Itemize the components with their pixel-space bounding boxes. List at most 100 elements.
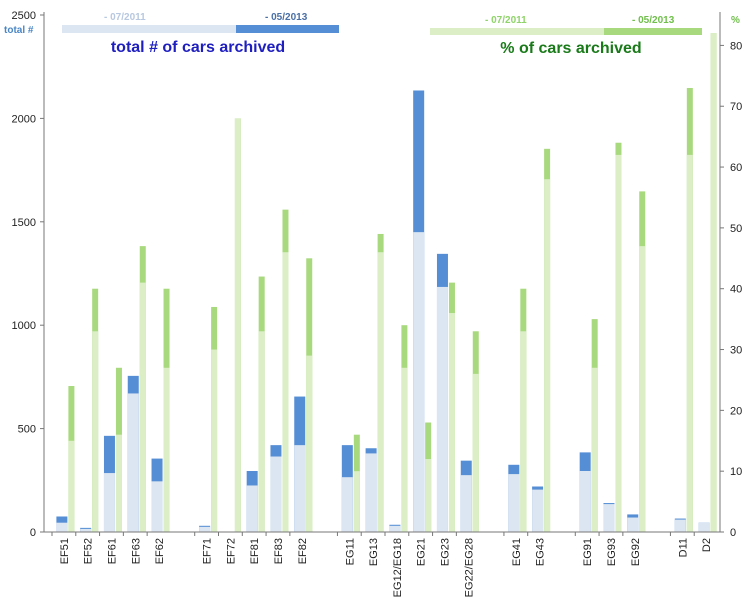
bar-total-2011-ef83 bbox=[270, 456, 282, 532]
category-label: EG23 bbox=[439, 538, 451, 566]
bar-total-2011-d2 bbox=[698, 522, 710, 532]
bar-pct-2011-ef71 bbox=[211, 349, 218, 532]
bars-layer bbox=[56, 33, 717, 533]
left-axis-unit: total # bbox=[4, 25, 34, 36]
bar-pct-2011-ef82 bbox=[306, 355, 313, 532]
category-label: EG41 bbox=[511, 538, 523, 566]
legend-right: - 07/2011 - 05/2013 % of cars archived bbox=[430, 15, 702, 57]
right-tick-label: 60 bbox=[730, 162, 742, 174]
right-axis-unit: % bbox=[731, 15, 740, 26]
left-tick-label: 2000 bbox=[12, 113, 36, 125]
bar-total-2011-eg92 bbox=[627, 517, 639, 532]
bar-total-2011-ef63 bbox=[127, 393, 139, 532]
bar-pct-2011-ef51 bbox=[68, 440, 75, 532]
bar-pct-2011-ef62 bbox=[163, 367, 170, 532]
bar-total-2011-eg23 bbox=[436, 286, 448, 532]
bar-total-2011-eg41 bbox=[508, 474, 520, 532]
bar-pct-2011-eg21 bbox=[425, 459, 432, 532]
bar-total-2011-eg13 bbox=[365, 453, 377, 532]
category-label: EG43 bbox=[535, 538, 547, 566]
bar-total-2011-eg43 bbox=[532, 489, 544, 532]
bar-total-2011-eg11 bbox=[341, 477, 353, 532]
bar-total-2011-ef62 bbox=[151, 481, 163, 532]
right-tick-label: 0 bbox=[730, 527, 736, 539]
category-label: EF81 bbox=[249, 538, 261, 564]
category-label: EG93 bbox=[606, 538, 618, 566]
right-tick-label: 20 bbox=[730, 405, 742, 417]
title-left: total # of cars archived bbox=[111, 39, 285, 56]
left-tick-label: 2500 bbox=[12, 10, 36, 22]
right-tick-label: 80 bbox=[730, 40, 742, 52]
category-labels: EF51 EF52 EF61 EF63 EF62 EF71 EF72 EF81 EF83 EF82… bbox=[51, 532, 713, 597]
category-label: EF52 bbox=[83, 538, 95, 564]
legend-swatch-pct-2011 bbox=[430, 28, 604, 35]
bar-total-2011-ef52 bbox=[80, 528, 92, 532]
bar-pct-2011-eg23 bbox=[448, 313, 455, 532]
bar-pct-2011-eg41 bbox=[520, 331, 527, 532]
bar-pct-2011-eg11 bbox=[353, 471, 360, 532]
bar-pct-2011-d11 bbox=[686, 154, 693, 533]
bar-pct-2011-ef81 bbox=[258, 331, 265, 532]
bar-pct-2011-eg22-eg28 bbox=[472, 373, 479, 532]
bar-pct-2011-ef52 bbox=[92, 331, 99, 532]
left-tick-label: 0 bbox=[30, 527, 36, 539]
legend-swatch-total-2011 bbox=[62, 25, 236, 33]
legend-label-total-2013: - 05/2013 bbox=[265, 12, 308, 23]
title-right: % of cars archived bbox=[500, 40, 641, 57]
bar-pct-2011-ef63 bbox=[139, 282, 146, 532]
bar-total-2011-eg12-eg18 bbox=[389, 525, 401, 532]
bar-total-2011-eg21 bbox=[413, 232, 425, 532]
bar-total-2011-ef51 bbox=[56, 522, 68, 532]
ticks-layer: 0 500 1000 1500 2000 2500 0 10 20 30 40 50 60 70 80 bbox=[12, 10, 743, 539]
left-tick-label: 1500 bbox=[12, 217, 36, 229]
category-label: EF63 bbox=[130, 538, 142, 564]
bar-total-2011-ef61 bbox=[103, 473, 115, 532]
legend-left: - 07/2011 - 05/2013 total # of cars arch… bbox=[62, 12, 339, 56]
category-label: EG21 bbox=[416, 538, 428, 566]
bar-pct-2011-eg92 bbox=[639, 246, 646, 533]
bar-total-2011-ef81 bbox=[246, 485, 258, 532]
bar-total-2011-eg22-eg28 bbox=[460, 475, 472, 532]
bar-total-2011-eg93 bbox=[603, 504, 615, 532]
legend-swatch-total-2013 bbox=[236, 25, 339, 33]
right-tick-label: 50 bbox=[730, 223, 742, 235]
bar-pct-2011-ef61 bbox=[115, 434, 122, 532]
bar-total-2011-eg91 bbox=[579, 470, 591, 532]
bar-pct-2011-ef72 bbox=[234, 118, 241, 533]
axes-layer bbox=[43, 12, 721, 533]
category-label: EG12/EG18 bbox=[392, 538, 404, 597]
right-tick-label: 10 bbox=[730, 466, 742, 478]
bar-total-2011-ef71 bbox=[199, 526, 211, 532]
bar-pct-2011-eg12-eg18 bbox=[401, 367, 408, 532]
category-label: EF71 bbox=[202, 538, 214, 564]
right-tick-label: 40 bbox=[730, 284, 742, 296]
left-tick-label: 500 bbox=[18, 424, 36, 436]
legend-label-pct-2011: - 07/2011 bbox=[485, 15, 527, 26]
category-label: EG91 bbox=[582, 538, 594, 566]
legend-label-total-2011: - 07/2011 bbox=[104, 12, 146, 23]
right-tick-label: 70 bbox=[730, 101, 742, 113]
category-label: EF72 bbox=[225, 538, 237, 564]
category-label: EG22/EG28 bbox=[463, 538, 475, 597]
category-label: D2 bbox=[701, 538, 713, 552]
bar-pct-2011-ef83 bbox=[282, 252, 289, 532]
bar-total-2011-ef82 bbox=[294, 445, 306, 532]
legend-label-pct-2013: - 05/2013 bbox=[632, 15, 675, 26]
category-label: EF62 bbox=[154, 538, 166, 564]
category-label: EF83 bbox=[273, 538, 285, 564]
bar-total-2011-d11 bbox=[674, 519, 686, 532]
category-label: EF82 bbox=[297, 538, 309, 564]
bar-pct-2011-eg13 bbox=[377, 252, 384, 532]
category-label: EF61 bbox=[106, 538, 118, 564]
right-tick-label: 30 bbox=[730, 345, 742, 357]
left-tick-label: 1000 bbox=[12, 320, 36, 332]
legend-swatch-pct-2013 bbox=[604, 28, 702, 35]
category-label: EF51 bbox=[59, 538, 71, 564]
bar-pct-2011-eg43 bbox=[544, 179, 551, 533]
category-label: EG11 bbox=[344, 538, 356, 565]
category-label: EG92 bbox=[630, 538, 642, 566]
category-label: D11 bbox=[677, 538, 689, 557]
bar-pct-2011-d2 bbox=[710, 33, 717, 532]
